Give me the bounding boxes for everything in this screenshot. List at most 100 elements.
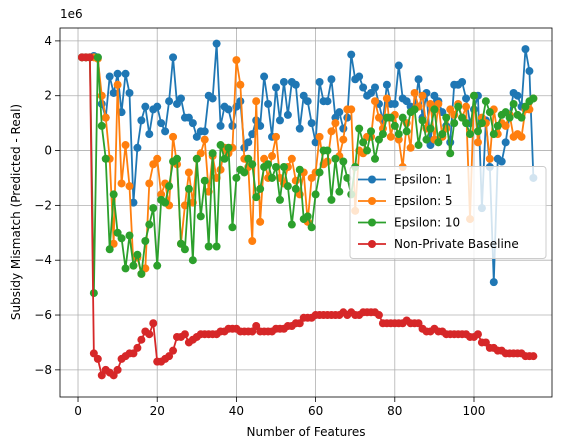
y-tick-label: −4 xyxy=(34,253,52,267)
point xyxy=(418,91,427,100)
point xyxy=(473,330,482,339)
point xyxy=(382,94,391,103)
point xyxy=(252,97,261,106)
point xyxy=(466,130,475,139)
point xyxy=(327,195,336,204)
point xyxy=(343,173,352,182)
point xyxy=(359,138,368,147)
point xyxy=(109,190,118,199)
legend-label: Epsilon: 5 xyxy=(394,194,453,208)
point xyxy=(327,127,336,136)
point xyxy=(501,138,510,147)
legend-marker xyxy=(368,197,376,205)
point xyxy=(473,138,482,147)
x-tick-label: 80 xyxy=(387,404,402,418)
point xyxy=(485,108,494,117)
point xyxy=(335,187,344,196)
point xyxy=(323,146,332,155)
point xyxy=(438,130,447,139)
point xyxy=(410,88,419,97)
point xyxy=(149,319,158,328)
point xyxy=(133,250,142,259)
point xyxy=(374,311,383,320)
point xyxy=(529,352,538,361)
x-tick-label: 40 xyxy=(229,404,244,418)
legend: Epsilon: 1 Epsilon: 5 Epsilon: 10 Non-Priva… xyxy=(349,166,547,259)
point xyxy=(224,143,233,152)
point xyxy=(141,102,150,111)
point xyxy=(315,78,324,87)
point xyxy=(283,182,292,191)
point xyxy=(125,231,134,240)
point xyxy=(137,269,146,278)
point xyxy=(157,119,166,128)
point xyxy=(481,97,490,106)
point xyxy=(240,168,249,177)
point xyxy=(386,132,395,141)
point xyxy=(101,113,110,122)
point xyxy=(359,83,368,92)
point xyxy=(489,278,498,287)
legend-label: Non-Private Baseline xyxy=(394,237,519,251)
point xyxy=(109,88,118,97)
point xyxy=(97,121,106,130)
point xyxy=(137,116,146,125)
point xyxy=(283,110,292,119)
point xyxy=(394,61,403,70)
point xyxy=(477,119,486,128)
y-tick-label: −6 xyxy=(34,308,52,322)
point xyxy=(378,130,387,139)
point xyxy=(509,99,518,108)
point xyxy=(121,141,130,150)
point xyxy=(331,119,340,128)
y-tick-label: −2 xyxy=(34,198,52,212)
point xyxy=(232,173,241,182)
point xyxy=(367,127,376,136)
point xyxy=(272,162,281,171)
point xyxy=(125,182,134,191)
point xyxy=(469,91,478,100)
point xyxy=(501,121,510,130)
point xyxy=(493,121,502,130)
point xyxy=(311,190,320,199)
point xyxy=(157,190,166,199)
point xyxy=(454,102,463,111)
point xyxy=(161,127,170,136)
point xyxy=(363,146,372,155)
x-tick-label: 100 xyxy=(463,404,486,418)
point xyxy=(224,105,233,114)
point xyxy=(129,198,138,207)
legend-marker xyxy=(368,175,376,184)
point xyxy=(414,75,423,84)
point xyxy=(236,80,245,89)
point xyxy=(430,105,439,114)
point xyxy=(105,245,114,254)
point xyxy=(165,182,174,191)
point xyxy=(410,105,419,114)
point xyxy=(169,346,178,355)
point xyxy=(256,121,265,130)
point xyxy=(303,212,312,221)
point xyxy=(272,83,281,92)
point xyxy=(398,113,407,122)
x-tick-label: 60 xyxy=(308,404,323,418)
point xyxy=(192,154,201,163)
point xyxy=(133,343,142,352)
point xyxy=(458,78,467,87)
point xyxy=(323,97,332,106)
x-tick-label: 0 xyxy=(74,404,82,418)
point xyxy=(145,130,154,139)
point xyxy=(295,124,304,133)
point xyxy=(113,80,122,89)
point xyxy=(450,119,459,128)
point xyxy=(339,157,348,166)
point xyxy=(153,261,162,270)
point xyxy=(188,256,197,265)
point xyxy=(220,154,229,163)
point xyxy=(303,97,312,106)
point xyxy=(446,149,455,158)
point xyxy=(208,94,217,103)
legend-label: Epsilon: 1 xyxy=(394,173,453,187)
point xyxy=(216,121,225,130)
point xyxy=(355,124,364,133)
